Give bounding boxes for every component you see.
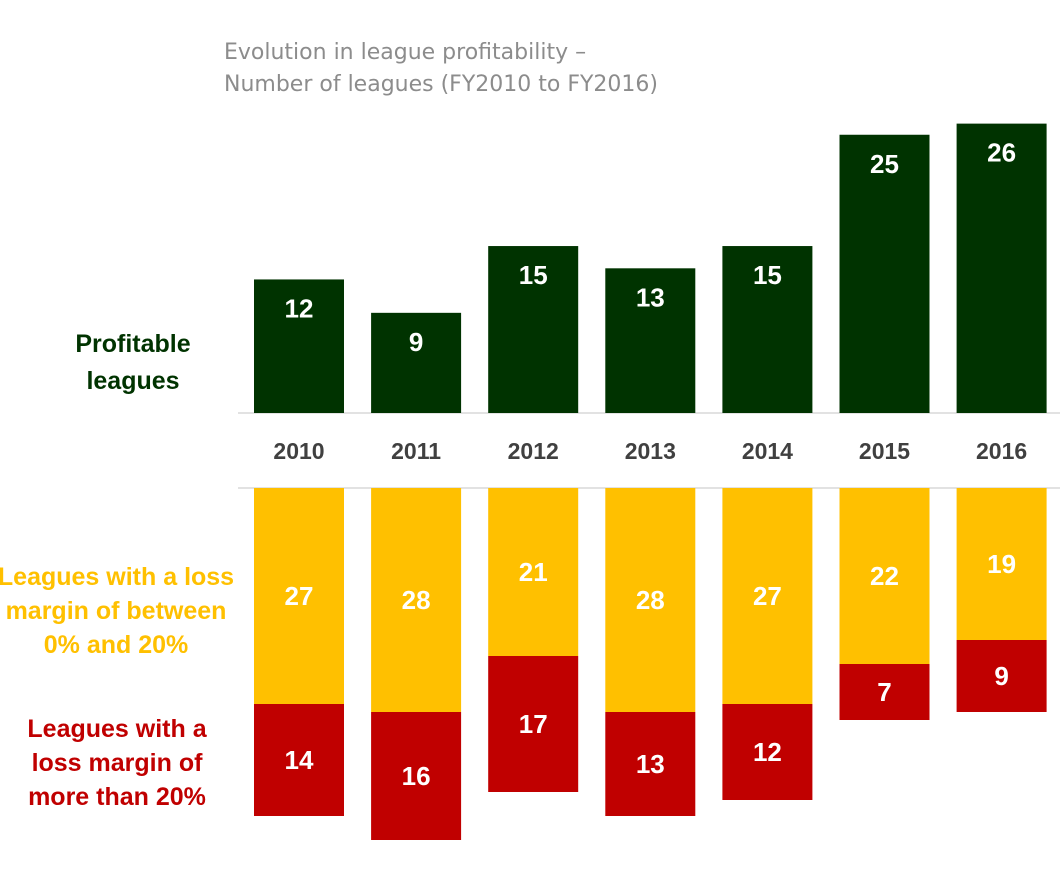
loss-large-value-2011: 16 (402, 761, 431, 791)
loss-small-label-line-2: margin of between (6, 597, 227, 625)
loss-small-bar-2016 (956, 488, 1047, 640)
loss-large-label-line-3: more than 20% (28, 783, 206, 811)
loss-large-value-2013: 13 (636, 749, 665, 779)
loss-small-label-line-3: 0% and 20% (44, 631, 189, 659)
chart-title-line-2: Number of leagues (FY2010 to FY2016) (224, 72, 658, 97)
profitable-leagues-label: Profitable leagues (75, 330, 190, 395)
loss-large-bar-2015 (839, 664, 930, 720)
year-label-2016: 2016 (976, 438, 1027, 464)
loss-over-20-label: Leagues with a loss margin of more than 20… (27, 715, 207, 811)
profitable-value-2013: 13 (636, 282, 665, 312)
profitable-value-2016: 26 (987, 138, 1016, 168)
year-labels: 2010 2011 2012 2013 2014 2015 2016 (273, 438, 1027, 464)
loss-small-value-2012: 21 (519, 557, 548, 587)
year-label-2011: 2011 (391, 438, 441, 464)
loss-small-value-2014: 27 (753, 581, 782, 611)
profitable-bars: 12 9 15 13 15 25 26 (254, 123, 1047, 414)
loss-small-value-2010: 27 (285, 581, 314, 611)
loss-small-value-2013: 28 (636, 585, 665, 615)
year-label-2012: 2012 (508, 438, 559, 464)
loss-large-bar-2012 (488, 656, 579, 792)
loss-large-bar-2010 (254, 704, 344, 816)
loss-small-bar-2015 (839, 488, 930, 664)
year-label-2013: 2013 (625, 438, 676, 464)
year-label-2014: 2014 (742, 438, 793, 464)
loss-small-bar-2010 (254, 488, 344, 704)
profitable-value-2012: 15 (519, 260, 548, 290)
chart-title-line-1: Evolution in league profitability – (224, 40, 586, 65)
year-label-2010: 2010 (273, 438, 324, 464)
profitable-bar-2016 (956, 123, 1047, 414)
profitable-value-2015: 25 (870, 149, 899, 179)
loss-large-bar-2013 (605, 712, 696, 816)
loss-small-bar-2013 (605, 488, 696, 712)
year-label-2015: 2015 (859, 438, 910, 464)
profitable-bar-2012 (488, 246, 579, 413)
loss-large-value-2012: 17 (519, 709, 548, 739)
profitable-label-line-2: leagues (86, 367, 179, 395)
loss-large-bar-2016 (956, 640, 1047, 712)
loss-small-bar-2014 (722, 488, 813, 704)
loss-small-value-2016: 19 (987, 549, 1016, 579)
profitable-label-line-1: Profitable (75, 330, 190, 358)
profitable-value-2010: 12 (285, 293, 314, 323)
loss-large-value-2016: 9 (994, 661, 1008, 691)
profitable-value-2014: 15 (753, 260, 782, 290)
loss-small-bar-2011 (371, 488, 462, 712)
loss-small-value-2011: 28 (402, 585, 431, 615)
loss-large-value-2010: 14 (285, 745, 314, 775)
loss-small-value-2015: 22 (870, 561, 899, 591)
profitable-value-2011: 9 (409, 327, 423, 357)
profitable-bar-2011 (371, 312, 462, 413)
loss-large-label-line-2: loss margin of (32, 749, 204, 777)
loss-large-value-2014: 12 (753, 737, 782, 767)
profitable-bar-2013 (605, 268, 696, 413)
profitable-bar-2015 (839, 134, 930, 413)
loss-large-bar-2014 (722, 704, 813, 800)
loss-bars: 27 14 28 16 21 17 28 13 27 12 22 7 19 9 (254, 488, 1047, 840)
loss-small-bar-2012 (488, 488, 579, 656)
profitable-bar-2010 (254, 279, 344, 413)
loss-large-label-line-1: Leagues with a (27, 715, 207, 743)
profitable-bar-2014 (722, 246, 813, 413)
loss-small-label-line-1: Leagues with a loss (0, 563, 234, 591)
loss-large-value-2015: 7 (877, 677, 891, 707)
loss-large-bar-2011 (371, 712, 462, 840)
loss-0-20-label: Leagues with a loss margin of between 0% a… (0, 563, 234, 659)
